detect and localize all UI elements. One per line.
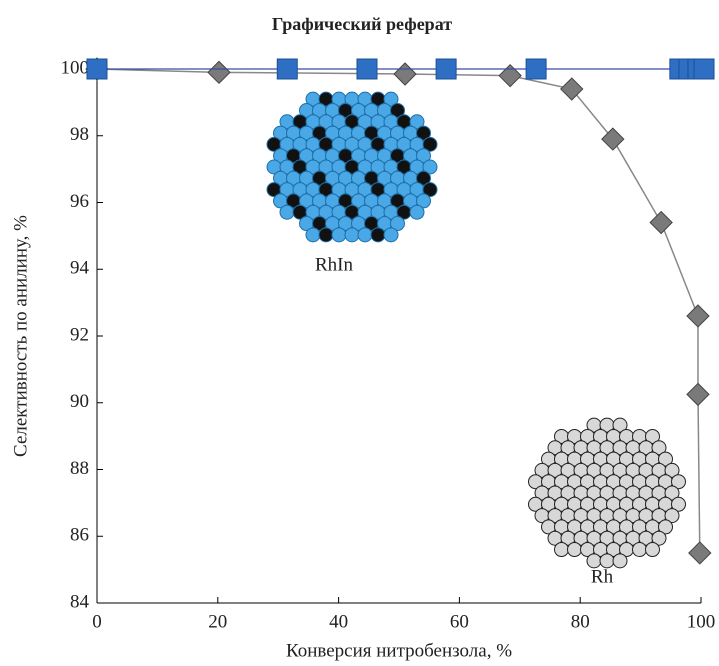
atom (332, 228, 346, 242)
marker (394, 63, 416, 85)
x-tick-label: 20 (208, 611, 227, 632)
marker (208, 61, 230, 83)
annotation: Rh (591, 566, 614, 587)
marker (357, 59, 377, 79)
atom (568, 543, 582, 557)
atom (345, 228, 359, 242)
y-axis-label: Селективность по анилину, % (10, 215, 31, 457)
marker (561, 78, 583, 100)
x-tick-label: 40 (329, 611, 348, 632)
x-axis-label: Конверсия нитробензола, % (286, 640, 512, 661)
marker (650, 212, 672, 234)
chart-title: Графический реферат (272, 14, 452, 34)
atom (384, 228, 398, 242)
atom (319, 228, 333, 242)
x-tick-label: 60 (450, 611, 469, 632)
atom (371, 228, 385, 242)
y-tick-label: 92 (70, 324, 89, 345)
marker (87, 59, 107, 79)
atom (358, 228, 372, 242)
y-tick-label: 100 (61, 57, 90, 78)
marker (687, 305, 709, 327)
atom (633, 543, 647, 557)
marker (499, 65, 521, 87)
y-tick-label: 96 (70, 191, 89, 212)
x-tick-label: 100 (687, 611, 716, 632)
marker (526, 59, 546, 79)
y-tick-label: 90 (70, 391, 89, 412)
y-tick-label: 84 (70, 591, 90, 612)
atom (306, 228, 320, 242)
marker (436, 59, 456, 79)
y-tick-label: 94 (70, 258, 90, 279)
marker (689, 542, 711, 564)
atom (555, 543, 569, 557)
y-tick-label: 86 (70, 525, 89, 546)
atom (646, 543, 660, 557)
atom (613, 554, 627, 568)
y-tick-label: 88 (70, 458, 89, 479)
atom (280, 205, 294, 219)
nanoparticles (267, 92, 686, 568)
marker (687, 383, 709, 405)
marker (602, 128, 624, 150)
marker (694, 59, 714, 79)
atom (410, 205, 424, 219)
x-tick-label: 80 (571, 611, 590, 632)
x-tick-label: 0 (92, 611, 102, 632)
chart: Графический реферат Конверсия нитробензо… (0, 0, 719, 666)
marker (277, 59, 297, 79)
y-tick-label: 98 (70, 124, 89, 145)
annotation: RhIn (315, 254, 354, 275)
